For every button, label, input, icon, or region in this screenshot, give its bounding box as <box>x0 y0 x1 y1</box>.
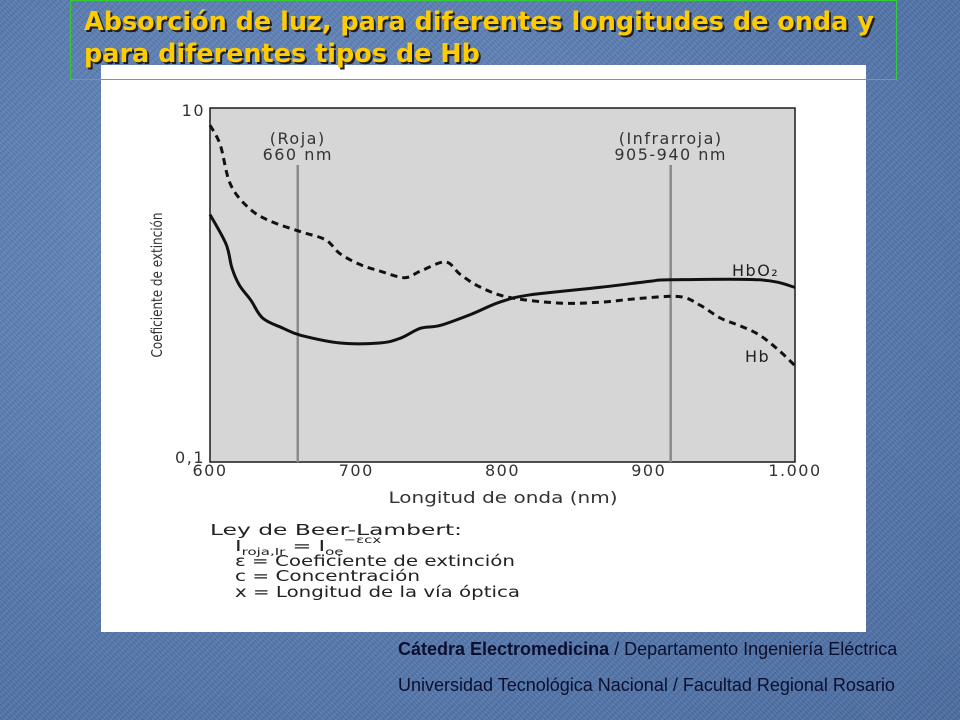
footer-line-2: Universidad Tecnológica Nacional / Facul… <box>398 675 895 695</box>
series-label-hbo2: HbO₂ <box>732 261 779 280</box>
y-axis-label: Coeficiente de extinción <box>148 213 166 358</box>
formula-line-path-length: x = Longitud de la vía óptica <box>235 583 520 601</box>
marker-label-1-wavelength: 905-940 nm <box>614 145 727 164</box>
marker-label-0-wavelength: 660 nm <box>263 145 333 164</box>
wavelength-markers: (Roja)660 nm (Infrarroja)905-940 nm <box>263 129 727 462</box>
absorption-chart: (Roja)660 nm (Infrarroja)905-940 nm 600 70… <box>148 101 821 601</box>
series-group <box>208 124 797 367</box>
series-label-hb: Hb <box>745 347 770 366</box>
series-line-hbo2 <box>208 213 796 346</box>
footer-line-1: Cátedra Electromedicina / Departamento I… <box>398 631 897 667</box>
x-tick-label: 800 <box>485 461 520 480</box>
figure-panel: (Roja) 660 nm (Infrarroja) 905-940 nm 600 70… <box>101 65 866 632</box>
formula-equals: = I <box>285 537 325 555</box>
series-line-hb <box>208 124 797 367</box>
y-tick-label: 0,1 <box>175 448 205 467</box>
formula-equation-text: Iroja,Ir = Ioe−εcx <box>235 534 382 558</box>
marker-label-0-name: (Roja) <box>270 129 326 148</box>
formula-equation: Iroja,Ir = Ioe−εcx <box>235 534 382 558</box>
formula-subscript-roja: roja,Ir <box>242 546 287 558</box>
y-tick-label: 10 <box>182 101 205 120</box>
marker-label-1-name: (Infrarroja) <box>619 129 723 148</box>
x-tick-label: 1.000 <box>768 461 821 480</box>
footer-chair-name: Cátedra Electromedicina <box>398 639 610 659</box>
formula-exponent: −εcx <box>344 534 382 546</box>
formula-intensity-symbol: I <box>235 537 242 555</box>
formula-line-epsilon: ε = Coeficiente de extinción <box>235 552 515 570</box>
footer: Cátedra Electromedicina / Departamento I… <box>398 631 897 703</box>
x-axis-label: Longitud de onda (nm) <box>389 488 618 507</box>
plot-area <box>209 107 796 463</box>
formula-line-concentration: c = Concentración <box>235 567 420 585</box>
x-tick-label: 700 <box>339 461 374 480</box>
formula-subscript-oe: oe <box>325 546 344 558</box>
slide-title-line-1: Absorción de luz, para diferentes longit… <box>84 7 874 37</box>
x-tick-label: 900 <box>631 461 666 480</box>
slide-title-box: Absorción de luz, para diferentes longit… <box>70 0 897 80</box>
formula-heading: Ley de Beer-Lambert: <box>210 521 462 539</box>
beer-lambert-formula: Ley de Beer-Lambert: Iroja,Ir = Ioe−εcx … <box>210 521 520 601</box>
axis-ticks: 600 700 800 900 1.000 10 0,1 <box>175 101 821 480</box>
footer-department: / Departamento Ingeniería Eléctrica <box>609 639 898 659</box>
x-tick-label: 600 <box>192 461 227 480</box>
slide-title-line-2: para diferentes tipos de Hb <box>84 39 480 69</box>
